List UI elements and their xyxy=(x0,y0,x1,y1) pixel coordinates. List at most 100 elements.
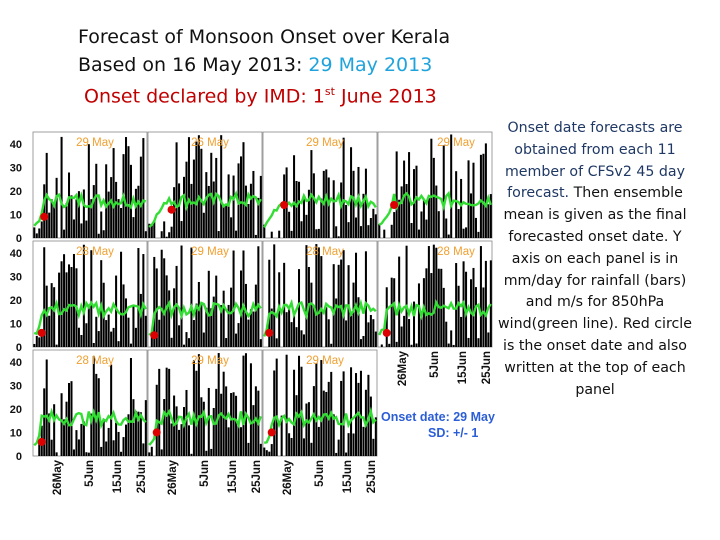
rain-bar xyxy=(200,397,203,456)
panel-onset-label: 29 May xyxy=(306,137,344,149)
rain-bar xyxy=(302,438,305,456)
rain-bar xyxy=(237,424,240,456)
rain-bar xyxy=(117,341,120,347)
rain-bar xyxy=(355,252,358,347)
rain-bar xyxy=(305,245,308,347)
rain-bar xyxy=(254,284,257,347)
rain-bar xyxy=(275,358,278,456)
rain-bar xyxy=(125,137,128,238)
rain-bar xyxy=(249,183,252,238)
rain-bar xyxy=(240,270,243,347)
rain-bar xyxy=(134,188,137,238)
panel-onset-label: 29 May xyxy=(191,355,229,367)
rain-bar xyxy=(237,323,240,347)
rain-bar xyxy=(275,338,278,347)
member-panel-4: 29 May xyxy=(377,131,493,239)
rain-bar xyxy=(372,319,375,347)
x-tick-label: 15Jun xyxy=(112,460,124,493)
rain-bar xyxy=(77,327,80,347)
rain-bar xyxy=(445,321,448,347)
rain-bar xyxy=(53,404,56,456)
rain-bar xyxy=(383,229,386,238)
rain-bar xyxy=(38,337,41,347)
rain-bar xyxy=(263,224,266,238)
rain-bar xyxy=(160,231,163,238)
rain-bar xyxy=(252,170,255,238)
rain-bar xyxy=(183,344,186,347)
panel-onset-label: 28 May xyxy=(306,246,344,258)
rain-bar xyxy=(355,217,358,238)
rain-bar xyxy=(163,399,166,456)
onset-marker xyxy=(167,205,176,214)
member-panel-8: 28 May xyxy=(377,240,493,348)
rain-bar xyxy=(393,212,396,238)
rain-bar xyxy=(132,217,135,238)
rain-bar xyxy=(38,441,41,456)
rain-bar xyxy=(489,194,492,238)
rain-bar xyxy=(210,308,213,347)
rain-bar xyxy=(432,244,435,347)
rain-bar xyxy=(82,189,85,238)
rain-bar xyxy=(364,251,367,347)
rain-bar xyxy=(50,199,53,238)
x-tick-label: 26May xyxy=(52,459,64,495)
panel-onset-label: 28 May xyxy=(76,355,114,367)
rain-bar xyxy=(477,231,480,238)
rain-bar xyxy=(325,307,328,347)
rain-bar xyxy=(240,156,243,238)
rain-bar xyxy=(247,442,250,456)
rain-bar xyxy=(249,309,252,347)
rain-bar xyxy=(102,420,105,456)
caption: Onset date forecasts are obtained from e… xyxy=(496,118,694,401)
rain-bar xyxy=(427,198,430,238)
rain-bar xyxy=(175,406,178,456)
rain-bar xyxy=(374,417,377,456)
y-tick-label: 0 xyxy=(16,451,22,463)
rain-bar xyxy=(137,185,140,238)
rain-bar xyxy=(369,396,372,456)
rain-bar xyxy=(100,211,103,238)
rain-bar xyxy=(367,225,370,238)
rain-bar xyxy=(335,452,338,456)
rain-bar xyxy=(117,431,120,456)
rain-bar xyxy=(430,273,433,347)
rain-bar xyxy=(165,236,168,238)
rain-bar xyxy=(430,138,433,238)
rain-bar xyxy=(345,452,348,456)
rain-bar xyxy=(87,144,90,238)
rain-bar xyxy=(332,180,335,238)
rain-bar xyxy=(190,247,193,347)
rain-bar xyxy=(447,343,450,347)
rain-bar xyxy=(285,354,288,456)
rain-bar xyxy=(362,336,365,347)
rain-bar xyxy=(280,415,283,456)
rain-bar xyxy=(244,283,247,347)
rain-bar xyxy=(212,408,215,456)
member-panel-7: 28 May xyxy=(262,240,378,348)
rain-bar xyxy=(487,204,490,238)
panel-onset-label: 29 May xyxy=(76,137,114,149)
rain-bar xyxy=(142,138,145,238)
rain-bar xyxy=(137,248,140,347)
x-tick-label: 5Jun xyxy=(314,460,326,487)
rain-bar xyxy=(325,169,328,238)
rain-bar xyxy=(87,304,90,347)
rain-bar xyxy=(457,209,460,238)
rain-bar xyxy=(43,184,46,238)
rain-bar xyxy=(460,316,463,347)
rain-bar xyxy=(232,250,235,347)
member-panel-9: 28 May xyxy=(32,349,148,457)
rain-bar xyxy=(144,400,147,456)
legend-onset-date: Onset date: 29 May xyxy=(381,410,495,424)
wind-line xyxy=(148,408,262,446)
rain-bar xyxy=(325,391,328,456)
y-tick-label: 20 xyxy=(10,186,22,198)
rain-bar xyxy=(72,254,75,347)
rain-bar xyxy=(120,207,123,238)
x-tick-label: 26May xyxy=(397,350,409,386)
title-line-3-prefix: Onset declared by IMD: 1 xyxy=(84,85,325,108)
rain-bar xyxy=(202,332,205,347)
rain-bar xyxy=(97,331,100,347)
rain-bar xyxy=(139,156,142,238)
rain-bar xyxy=(259,339,262,347)
